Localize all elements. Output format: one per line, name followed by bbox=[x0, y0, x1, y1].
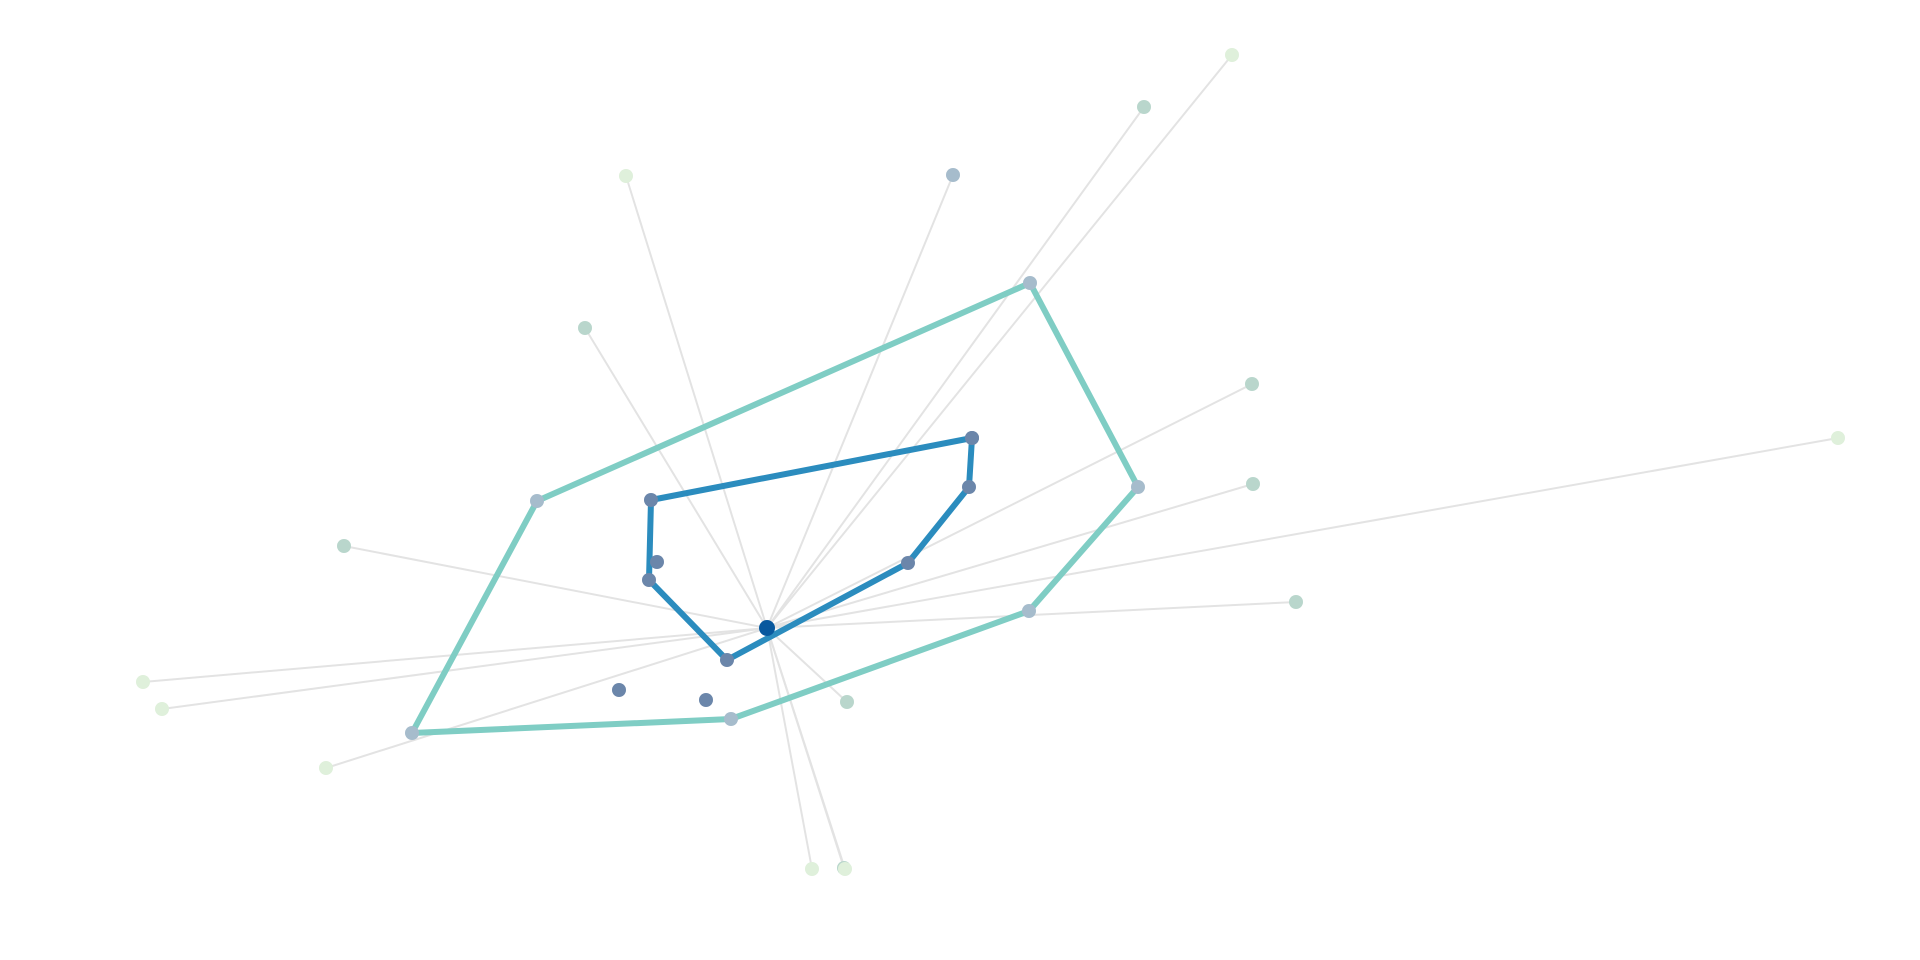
node-f7 bbox=[805, 862, 819, 876]
node-f4 bbox=[136, 675, 150, 689]
spoke-f1 bbox=[625, 175, 768, 629]
node-f1 bbox=[619, 169, 633, 183]
node-f3 bbox=[1831, 431, 1845, 445]
node-i4 bbox=[699, 693, 713, 707]
spoke-o4 bbox=[766, 383, 1253, 629]
node-f6 bbox=[319, 761, 333, 775]
node-i7 bbox=[720, 653, 734, 667]
node-f5 bbox=[155, 702, 169, 716]
node-i8 bbox=[901, 556, 915, 570]
spokes-layer bbox=[142, 54, 1839, 870]
spoke-f3 bbox=[766, 437, 1839, 629]
spoke-o5 bbox=[766, 483, 1254, 629]
node-m1 bbox=[1023, 276, 1037, 290]
node-o2 bbox=[337, 539, 351, 553]
spoke-f7 bbox=[766, 627, 813, 870]
node-i3 bbox=[612, 683, 626, 697]
nodes-layer bbox=[136, 48, 1845, 876]
node-o3 bbox=[1137, 100, 1151, 114]
node-c bbox=[759, 620, 775, 636]
spoke-f2 bbox=[766, 54, 1233, 629]
node-i1 bbox=[644, 493, 658, 507]
node-m5 bbox=[405, 726, 419, 740]
node-o4 bbox=[1245, 377, 1259, 391]
node-m2 bbox=[1131, 480, 1145, 494]
node-i9 bbox=[962, 480, 976, 494]
spoke-o6 bbox=[766, 627, 848, 703]
spoke-f6 bbox=[325, 627, 768, 769]
node-o7 bbox=[1289, 595, 1303, 609]
node-o5 bbox=[1246, 477, 1260, 491]
node-o6 bbox=[840, 695, 854, 709]
spoke-m7 bbox=[766, 174, 954, 629]
node-f2 bbox=[1225, 48, 1239, 62]
node-i10 bbox=[965, 431, 979, 445]
spoke-o8 bbox=[766, 627, 845, 869]
spoke-f5 bbox=[161, 627, 768, 710]
node-o1 bbox=[578, 321, 592, 335]
spoke-o1 bbox=[584, 327, 768, 629]
node-f8 bbox=[838, 862, 852, 876]
node-m4 bbox=[724, 712, 738, 726]
node-m3 bbox=[1022, 604, 1036, 618]
node-m6 bbox=[530, 494, 544, 508]
node-m7 bbox=[946, 168, 960, 182]
spoke-o2 bbox=[343, 545, 768, 629]
node-i6 bbox=[642, 573, 656, 587]
spoke-o3 bbox=[766, 106, 1145, 629]
node-i2 bbox=[650, 555, 664, 569]
